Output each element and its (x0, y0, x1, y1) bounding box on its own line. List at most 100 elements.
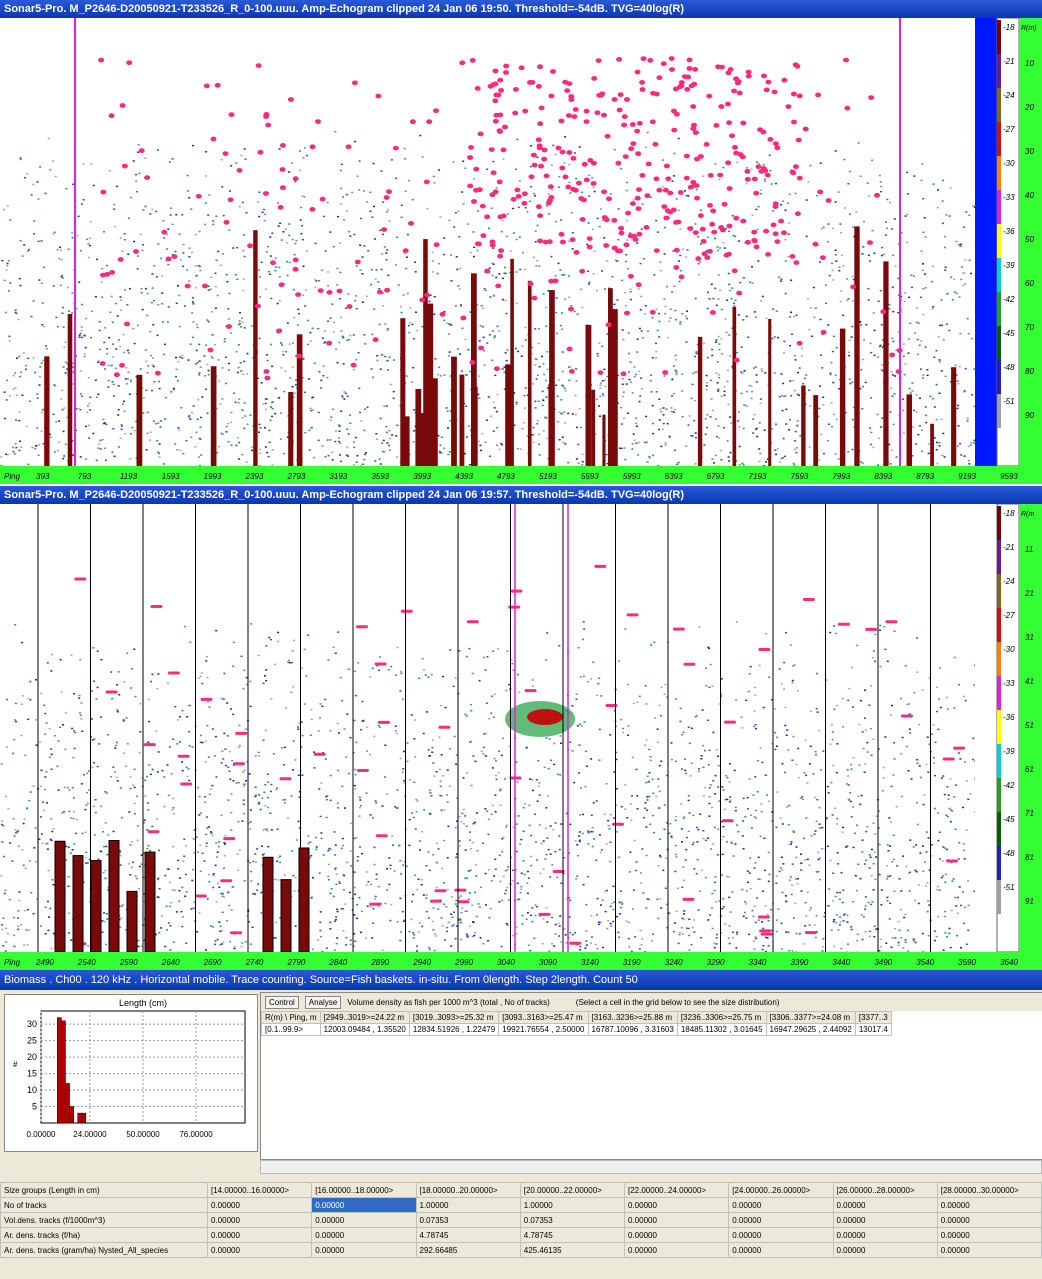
echo-noise (864, 690, 866, 692)
echo-noise (843, 914, 845, 916)
echo-noise (266, 251, 268, 253)
echo-noise (936, 350, 938, 352)
echo-noise (674, 450, 676, 452)
fish-target (617, 249, 623, 254)
echo-noise (707, 357, 709, 359)
echo-noise (89, 397, 91, 399)
echo-noise (338, 342, 340, 344)
echo-noise (238, 458, 240, 460)
echo-noise (922, 288, 924, 290)
echo-noise (919, 398, 921, 400)
ping-tick-label: 9193 (958, 472, 976, 481)
echo-noise (759, 461, 761, 463)
echo-noise (426, 897, 428, 899)
echo-noise (843, 159, 845, 161)
echo-noise (262, 212, 264, 214)
echo-noise (890, 821, 892, 823)
echo-noise (599, 759, 601, 761)
echo-noise (484, 808, 486, 810)
echo-noise (336, 874, 338, 876)
echo-noise (604, 288, 606, 290)
echo-noise (572, 248, 574, 250)
echo-noise (446, 931, 448, 933)
echo-noise (399, 940, 401, 942)
echo-noise (671, 759, 673, 761)
echo-noise (112, 321, 114, 323)
echo-noise (414, 719, 416, 721)
echo-noise (789, 316, 791, 318)
echo-noise (318, 440, 320, 442)
echo-noise (937, 207, 939, 209)
echo-noise (337, 631, 339, 633)
echo-noise (49, 908, 51, 910)
echo-noise (458, 236, 460, 238)
echo-noise (159, 443, 161, 445)
echo-noise (708, 803, 710, 805)
echo-noise (937, 189, 939, 191)
echo-noise (208, 374, 210, 376)
echo-noise (416, 889, 418, 891)
echo-noise (516, 303, 518, 305)
echo-noise (6, 399, 8, 401)
echo-noise (501, 231, 503, 233)
echo-noise (950, 947, 952, 949)
echo-noise (45, 345, 47, 347)
echo-noise (330, 416, 332, 418)
echo-noise (244, 148, 246, 150)
echo-noise (880, 186, 882, 188)
fish-target (185, 284, 191, 289)
echo-noise (639, 328, 641, 330)
echo-noise (524, 803, 526, 805)
echo-noise (727, 440, 729, 442)
echo-noise (356, 265, 358, 267)
echo-noise (204, 375, 206, 377)
echo-noise (374, 847, 376, 849)
echo-noise (957, 405, 959, 407)
echo-noise (925, 764, 927, 766)
echo-noise (304, 432, 306, 434)
echo-noise (917, 354, 919, 356)
fish-target (124, 322, 130, 327)
echo-noise (244, 415, 246, 417)
echo-noise (220, 925, 222, 927)
echo-noise (117, 780, 119, 782)
echo-noise (197, 851, 199, 853)
echo-noise (387, 328, 389, 330)
echo-noise (863, 339, 865, 341)
echo-noise (299, 150, 301, 152)
echo-noise (675, 816, 677, 818)
echo-noise (344, 398, 346, 400)
echo-noise (847, 183, 849, 185)
echo-noise (293, 640, 295, 642)
echo-noise (338, 441, 340, 443)
ping-tick-label: 4793 (497, 472, 515, 481)
echo-noise (104, 368, 106, 370)
echo-noise (364, 454, 366, 456)
echo-noise (941, 370, 943, 372)
echo-noise (730, 422, 732, 424)
echo-noise (182, 266, 184, 268)
echo-noise (227, 735, 229, 737)
echo-noise (122, 403, 124, 405)
echo-noise (897, 278, 899, 280)
fish-target (661, 61, 667, 66)
echo-noise (93, 762, 95, 764)
echo-noise (230, 812, 232, 814)
echo-noise (498, 273, 500, 275)
echo-noise (950, 277, 952, 279)
echo-noise (517, 448, 519, 450)
echo-noise (288, 171, 290, 173)
echo-noise (141, 854, 143, 856)
echo-noise (764, 870, 766, 872)
echo-noise (391, 159, 393, 161)
echo-noise (277, 879, 279, 881)
echo-noise (231, 444, 233, 446)
echo-noise (914, 870, 916, 872)
echo-noise (349, 335, 351, 337)
echo-noise (673, 285, 675, 287)
fish-target (647, 58, 653, 63)
echo-noise (801, 348, 803, 350)
echo-noise (259, 453, 261, 455)
echo-noise (204, 796, 206, 798)
echo-noise (61, 691, 63, 693)
